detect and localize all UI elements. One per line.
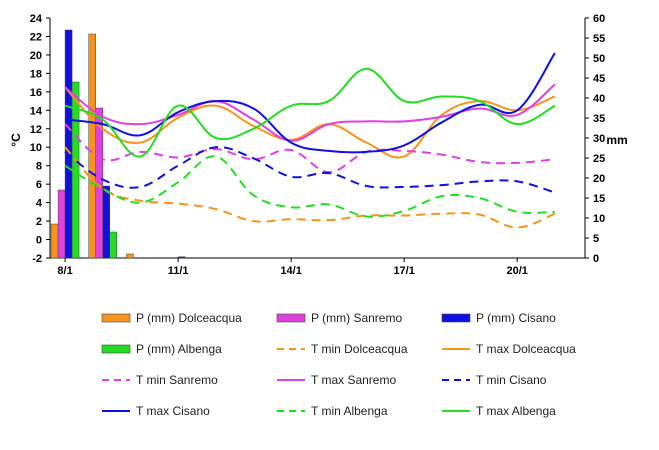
line-t-min-albenga [64, 155, 555, 218]
bar-p-mm-dolceacqua [88, 33, 96, 259]
bar-p-mm-cisano [177, 256, 186, 259]
legend-item: T max Cisano [100, 403, 210, 419]
x-tick-label: 17/1 [393, 265, 414, 277]
left-tick-label: 12 [30, 124, 42, 136]
legend-item: T max Sanremo [275, 372, 396, 388]
bar-p-mm-albenga [109, 231, 117, 259]
bar-p-mm-sanremo [57, 189, 66, 259]
legend-swatch [101, 313, 131, 323]
y-axis-label-right: mm [606, 133, 627, 147]
legend-item: T max Albenga [440, 403, 556, 419]
line-t-min-sanremo [64, 123, 555, 174]
legend-item: P (mm) Sanremo [275, 310, 402, 326]
left-tick-label: 22 [30, 31, 42, 43]
legend-swatch [101, 344, 131, 354]
right-tick-label: 35 [593, 113, 605, 125]
x-tick-label: 20/1 [506, 265, 527, 277]
legend-item: T max Dolceacqua [440, 341, 576, 357]
x-tick-label: 11/1 [168, 265, 189, 277]
legend-swatch [102, 410, 130, 412]
right-tick-label: 15 [593, 193, 605, 205]
left-tick-label: 4 [36, 198, 43, 210]
legend-item: P (mm) Dolceacqua [100, 310, 242, 326]
left-tick-label: 16 [30, 87, 42, 99]
legend-swatch [277, 410, 305, 412]
right-tick-label: 5 [593, 233, 599, 245]
legend-swatch [442, 410, 470, 412]
right-tick-label: 55 [593, 33, 605, 45]
right-tick-label: 30 [593, 133, 605, 145]
left-tick-label: 14 [30, 105, 43, 117]
x-tick-label: 14/1 [280, 265, 301, 277]
legend-item: T min Albenga [275, 403, 388, 419]
left-tick-label: 0 [36, 235, 42, 247]
bar-p-mm-dolceacqua [50, 223, 59, 259]
right-tick-label: 10 [593, 213, 605, 225]
left-tick-label: 8 [36, 161, 42, 173]
legend-label: T max Cisano [136, 404, 210, 418]
legend-label: T min Dolceacqua [311, 342, 408, 356]
legend-label: T max Dolceacqua [476, 342, 576, 356]
legend-swatch [442, 348, 470, 350]
bar-p-mm-cisano [102, 185, 110, 259]
legend-swatch [277, 348, 305, 350]
legend-item: T min Cisano [440, 372, 546, 388]
right-tick-label: 60 [593, 13, 605, 25]
line-t-min-cisano [64, 146, 556, 194]
legend-swatch [102, 379, 130, 381]
left-tick-label: 18 [30, 68, 42, 80]
left-tick-label: 6 [36, 179, 42, 191]
left-tick-label: -2 [32, 253, 42, 265]
right-tick-label: 25 [593, 153, 605, 165]
bar-p-mm-dolceacqua [126, 253, 134, 259]
line-t-min-dolceacqua [64, 146, 556, 229]
y-axis-label-left: °C [9, 133, 23, 147]
left-tick-label: 20 [30, 50, 42, 62]
right-tick-label: 45 [593, 73, 605, 85]
chart: -202468101214161820222405101520253035404… [9, 13, 628, 277]
legend-swatch [442, 379, 470, 381]
legend-label: T max Sanremo [311, 373, 397, 387]
right-tick-label: 50 [593, 53, 605, 65]
legend-label: T min Cisano [476, 373, 547, 387]
legend-item: T min Sanremo [100, 372, 218, 388]
legend-label: P (mm) Albenga [136, 342, 222, 356]
legend-item: P (mm) Albenga [100, 341, 222, 357]
legend-item: T min Dolceacqua [275, 341, 408, 357]
right-tick-label: 40 [593, 93, 605, 105]
legend-swatch [276, 313, 306, 323]
left-tick-label: 2 [36, 216, 42, 228]
legend-label: T min Albenga [311, 404, 388, 418]
x-tick-label: 8/1 [57, 265, 72, 277]
legend-label: P (mm) Sanremo [311, 311, 403, 325]
legend-label: T max Albenga [476, 404, 556, 418]
left-tick-label: 10 [30, 142, 42, 154]
line-t-max-dolceacqua [64, 86, 556, 159]
legend-label: T min Sanremo [136, 373, 218, 387]
legend-item: P (mm) Cisano [440, 310, 556, 326]
bar-p-mm-cisano [64, 29, 73, 259]
legend-swatch [441, 313, 471, 323]
line-t-max-albenga [64, 67, 556, 158]
line-t-max-cisano [64, 52, 556, 154]
legend-label: P (mm) Cisano [476, 311, 556, 325]
left-tick-label: 24 [30, 13, 43, 25]
line-t-max-sanremo [64, 83, 556, 142]
legend-label: P (mm) Dolceacqua [136, 311, 242, 325]
legend-swatch [277, 379, 305, 381]
right-tick-label: 0 [593, 253, 599, 265]
right-tick-label: 20 [593, 173, 605, 185]
